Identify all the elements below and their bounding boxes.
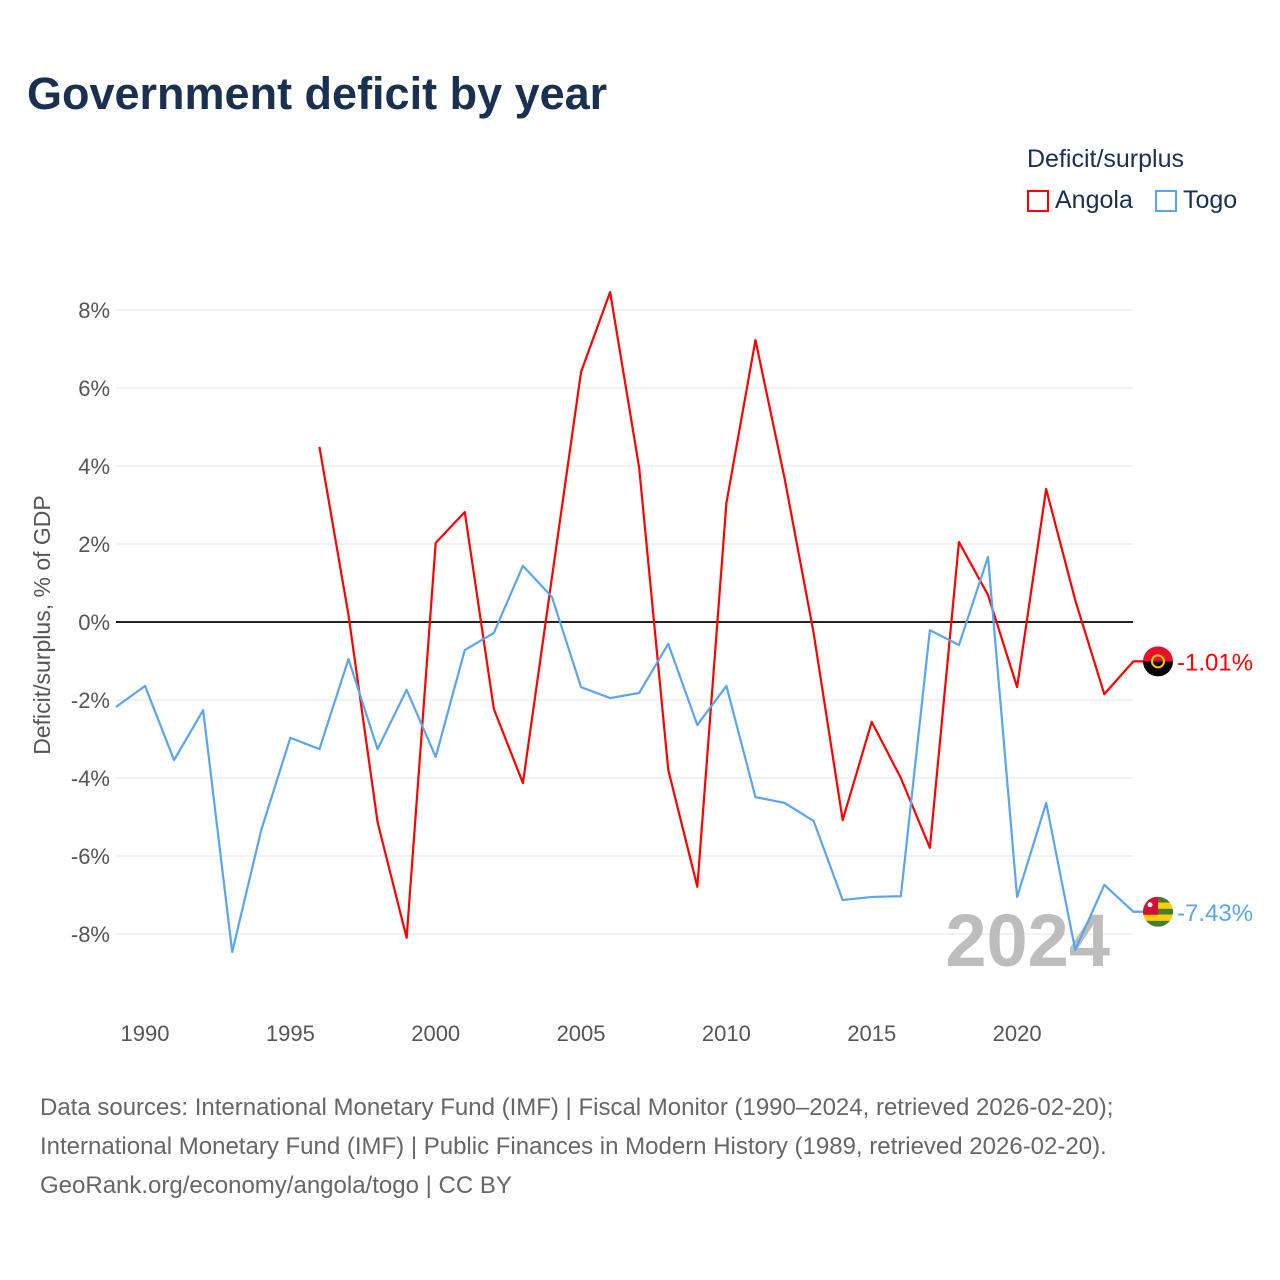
x-tick-label: 2005	[557, 1021, 606, 1046]
x-tick-label: 2020	[993, 1021, 1042, 1046]
x-tick-label: 1990	[121, 1021, 170, 1046]
y-tick-label: -8%	[71, 922, 110, 947]
x-tick-label: 2015	[847, 1021, 896, 1046]
attribution-link[interactable]: GeoRank.org/economy/angola/togo | CC BY	[40, 1172, 512, 1199]
legend-label-angola: Angola	[1055, 186, 1133, 214]
y-tick-label: -2%	[71, 688, 110, 713]
legend-item-angola[interactable]: Angola	[1027, 186, 1133, 215]
y-tick-label: 6%	[78, 376, 110, 401]
angola-flag-icon	[1143, 646, 1173, 677]
source-line-1: Data sources: International Monetary Fun…	[40, 1094, 1114, 1121]
y-tick-label: 4%	[78, 454, 110, 479]
x-tick-label: 1995	[266, 1021, 315, 1046]
y-axis-label: Deficit/surplus, % of GDP	[29, 495, 55, 754]
x-tick-label: 2010	[702, 1021, 751, 1046]
legend-item-togo[interactable]: Togo	[1155, 186, 1237, 215]
source-line-2: International Monetary Fund (IMF) | Publ…	[40, 1133, 1107, 1160]
legend-swatch-togo	[1155, 189, 1177, 212]
y-tick-label: -6%	[71, 844, 110, 869]
end-value-label-togo: -7.43%	[1177, 900, 1253, 927]
chart-title: Government deficit by year	[27, 68, 608, 119]
togo-flag-icon	[1143, 896, 1173, 927]
legend-swatch-angola	[1027, 189, 1049, 212]
x-tick-label: 2000	[411, 1021, 460, 1046]
y-tick-label: 0%	[78, 610, 110, 635]
end-value-label-angola: -1.01%	[1177, 649, 1253, 676]
legend-label-togo: Togo	[1183, 186, 1238, 214]
y-tick-label: -4%	[71, 766, 110, 791]
y-tick-label: 2%	[78, 532, 110, 557]
year-watermark: 2024	[945, 899, 1110, 982]
series-line-togo	[115, 555, 1146, 954]
legend-title: Deficit/surplus	[1027, 145, 1184, 173]
series-line-angola	[318, 290, 1146, 940]
y-tick-label: 8%	[78, 298, 110, 323]
footer: Data sources: International Monetary Fun…	[40, 1088, 1113, 1205]
